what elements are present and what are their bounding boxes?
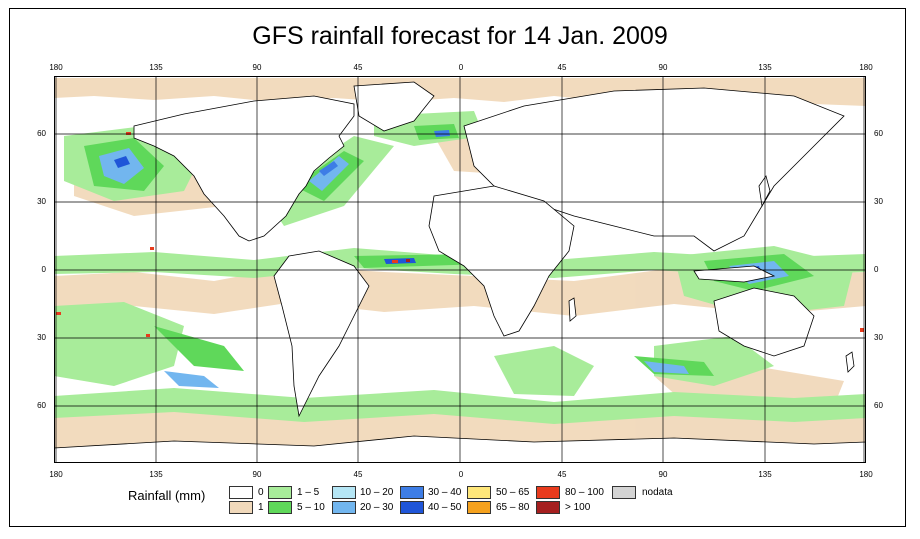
lat-tick-left: 30 [37,333,46,342]
lat-tick-right: 30 [874,333,883,342]
legend-swatch-11 [536,501,560,514]
legend-swatch-5 [332,501,356,514]
lon-tick-top: 135 [758,63,772,72]
lon-tick-bottom: 135 [758,470,772,479]
lat-tick-right: 30 [874,197,883,206]
legend-label-6: 30 – 40 [428,487,462,498]
legend-label-9: 65 – 80 [496,502,530,513]
lat-tick-right: 60 [874,129,883,138]
lon-tick-bottom: 180 [49,470,63,479]
legend-label-3: 5 – 10 [297,502,325,513]
lon-tick-bottom: 0 [458,470,464,479]
new-zealand-outline [845,351,855,373]
lon-tick-bottom: 180 [859,470,873,479]
lat-tick-right: 0 [874,265,879,274]
lon-tick-bottom: 90 [252,470,262,479]
legend-swatch-6 [400,486,424,499]
legend-swatch-0 [229,486,253,499]
lat-tick-left: 0 [41,265,46,274]
legend-label-11: > 100 [565,502,591,513]
legend-swatch-1 [229,501,253,514]
lat-tick-left: 30 [37,197,46,206]
legend-swatch-2 [268,486,292,499]
lon-tick-bottom: 45 [557,470,567,479]
lat-tick-right: 60 [874,401,883,410]
legend-swatch-7 [400,501,424,514]
figure-frame [9,8,906,527]
legend-label-1: 1 [258,502,264,513]
lon-tick-top: 0 [458,63,464,72]
legend-label-5: 20 – 30 [360,502,394,513]
lon-tick-top: 90 [658,63,668,72]
lat-tick-left: 60 [37,129,46,138]
lat-tick-left: 60 [37,401,46,410]
greenland-outline [353,81,435,132]
legend-label-10: 80 – 100 [565,487,604,498]
map-title: GFS rainfall forecast for 14 Jan. 2009 [252,22,668,50]
lon-tick-top: 180 [859,63,873,72]
map-border [54,76,866,463]
lon-tick-bottom: 45 [353,470,363,479]
legend-label-7: 40 – 50 [428,502,462,513]
lon-tick-top: 180 [49,63,63,72]
legend-label-8: 50 – 65 [496,487,530,498]
legend-swatch-3 [268,501,292,514]
lon-tick-top: 135 [149,63,163,72]
legend-swatch-12 [612,486,636,499]
continent-outlines [54,81,866,463]
legend-swatch-9 [467,501,491,514]
lon-tick-top: 45 [353,63,363,72]
legend-title: Rainfall (mm) [128,488,206,503]
madagascar-outline [568,297,577,322]
legend-label-0: 0 [258,487,264,498]
rainfall-map [54,76,866,463]
legend-swatch-10 [536,486,560,499]
lon-tick-top: 90 [252,63,262,72]
australia-outline [713,287,815,357]
lon-tick-bottom: 90 [658,470,668,479]
africa-outline [428,185,575,337]
legend-label-4: 10 – 20 [360,487,394,498]
lon-tick-top: 45 [557,63,567,72]
legend-swatch-8 [467,486,491,499]
north-america-outline [133,95,355,242]
lon-tick-bottom: 135 [149,470,163,479]
legend-label-2: 1 – 5 [297,487,320,498]
graticule [54,76,866,463]
japan-outline [758,175,771,208]
south-america-outline [273,250,370,418]
legend-label-12: nodata [642,487,673,498]
legend-swatch-4 [332,486,356,499]
